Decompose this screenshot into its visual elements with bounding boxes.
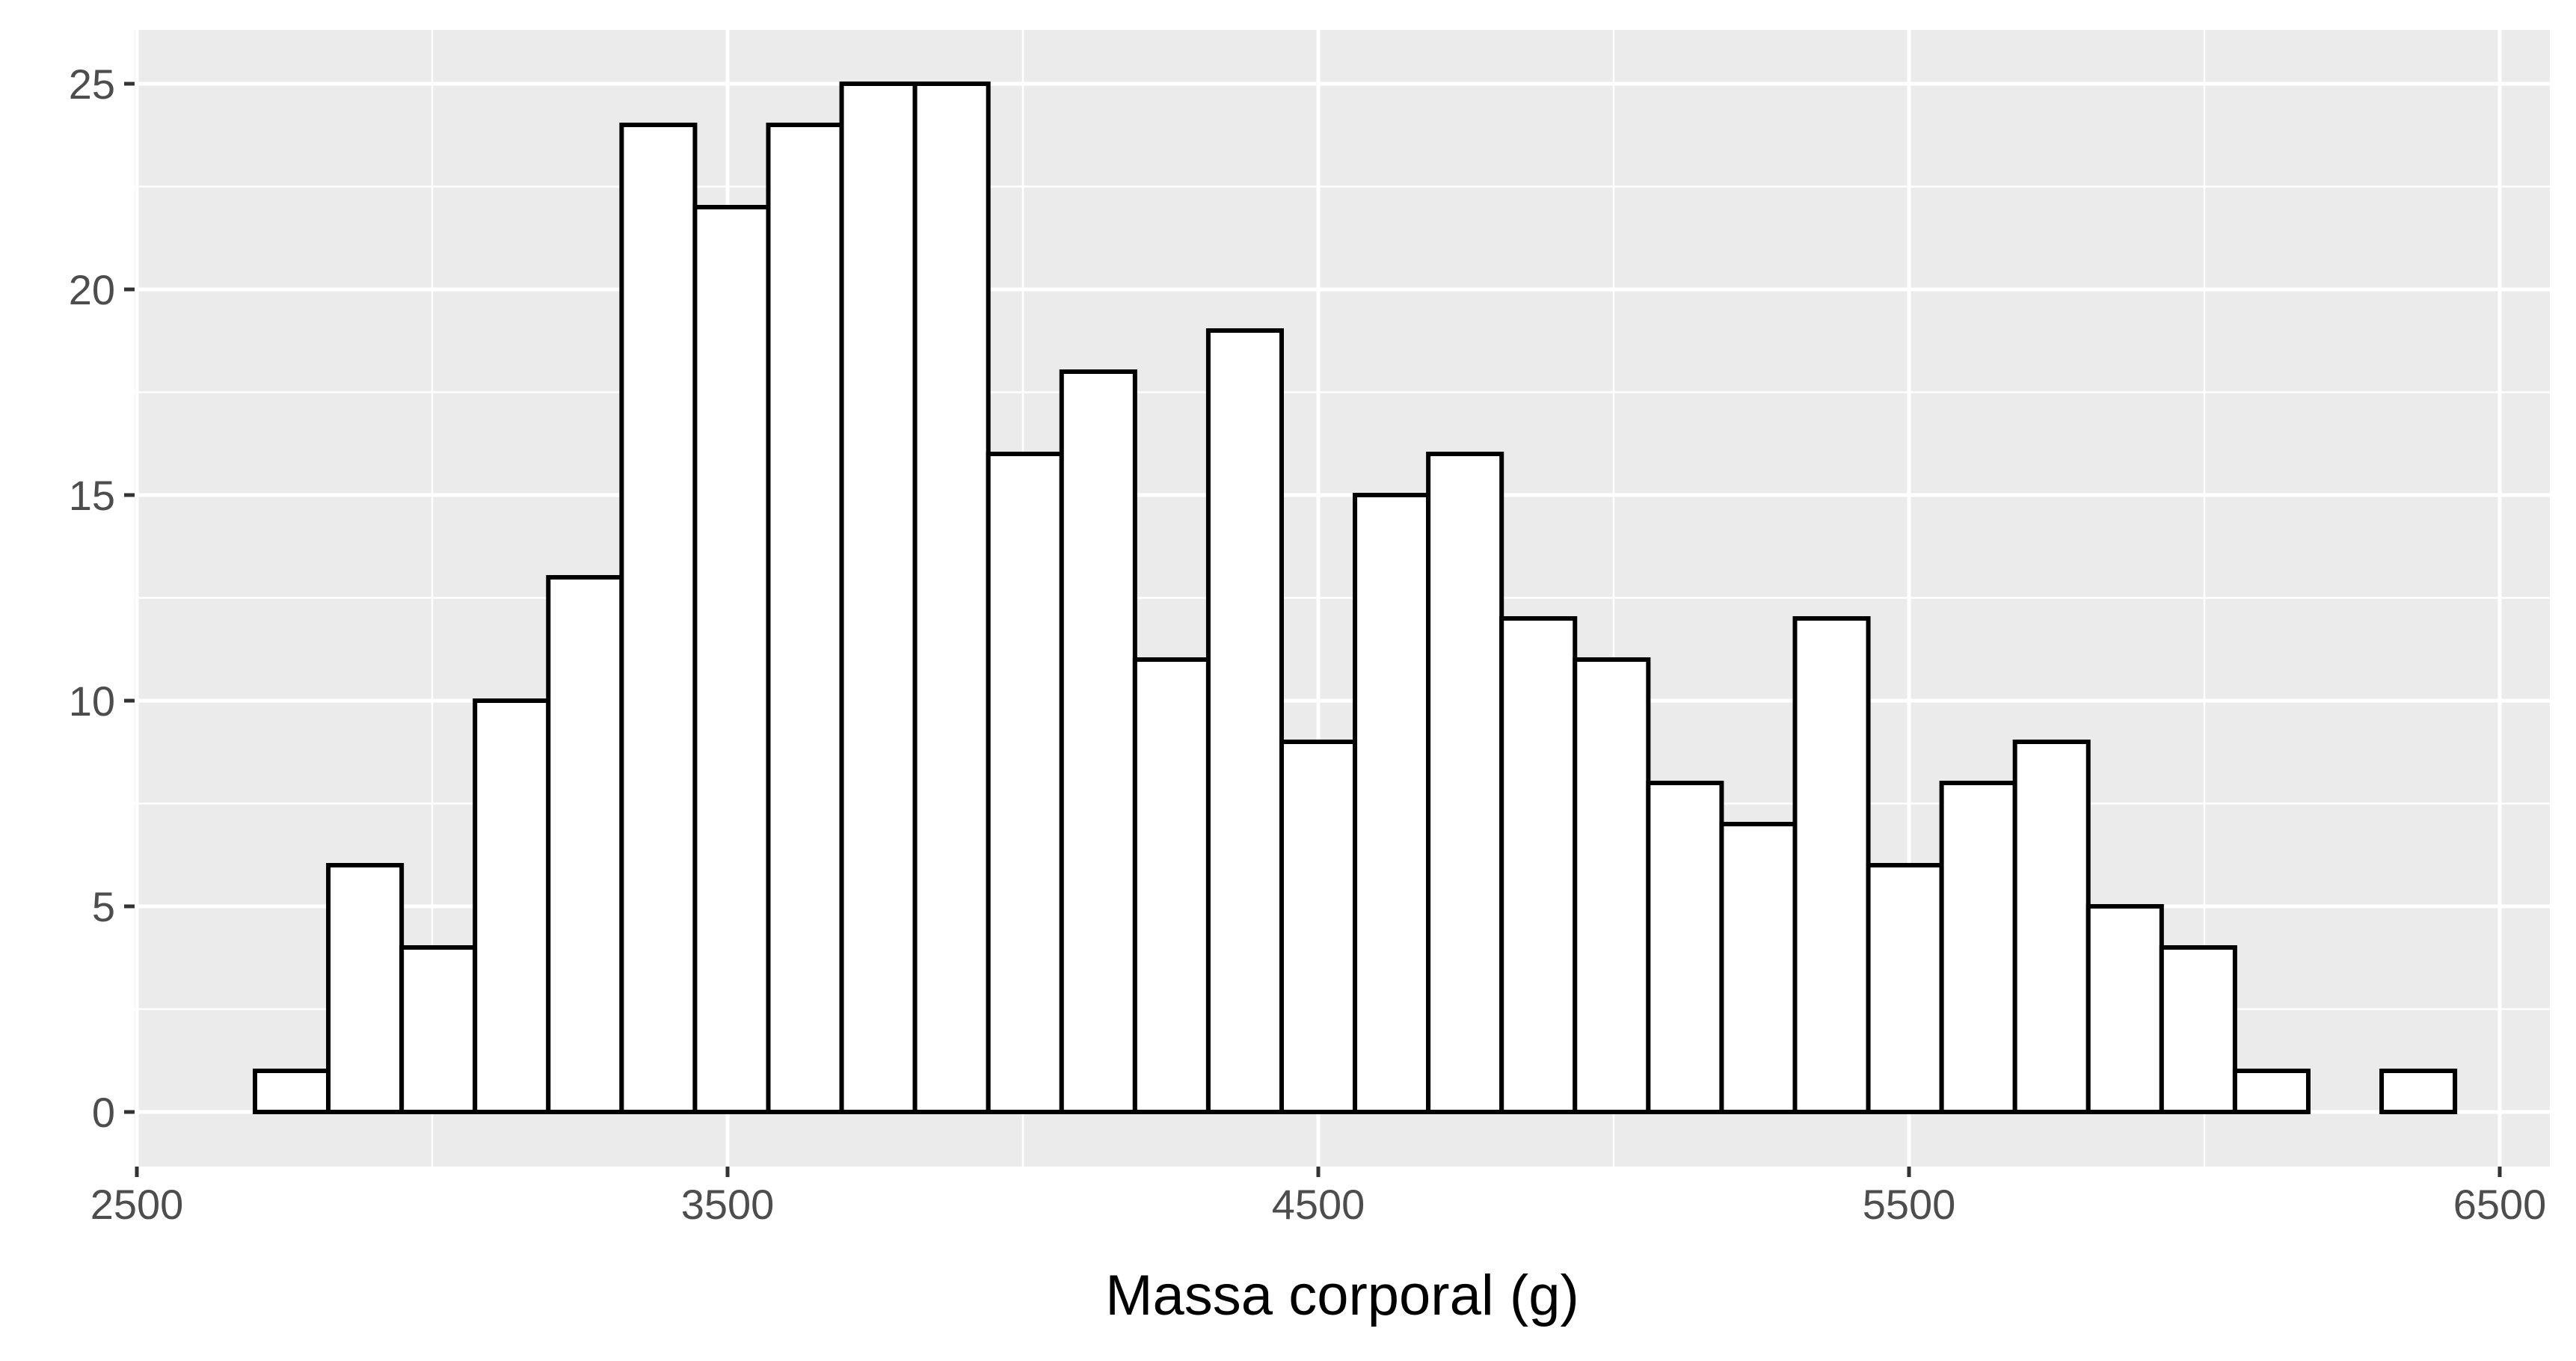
histogram-bar — [2085, 904, 2164, 1114]
histogram-bar — [1205, 328, 1284, 1114]
histogram-bar — [986, 452, 1064, 1114]
histogram-bar — [2379, 1069, 2458, 1114]
histogram-bar — [692, 205, 771, 1114]
histogram-bars — [253, 82, 2458, 1114]
y-tick-label: 20 — [69, 266, 115, 313]
histogram-bar — [1939, 781, 2017, 1114]
x-tick-label: 2500 — [90, 1181, 184, 1228]
histogram-bar — [1499, 616, 1578, 1114]
histogram-bar — [912, 82, 991, 1114]
histogram-bar — [1792, 616, 1871, 1114]
histogram-bar — [2012, 740, 2091, 1114]
y-tick-label: 15 — [69, 472, 115, 519]
histogram-bar — [473, 698, 551, 1114]
histogram-bar — [1059, 369, 1137, 1114]
histogram-bar — [1646, 781, 1724, 1114]
histogram-bar — [766, 123, 844, 1114]
histogram-bar — [1132, 657, 1211, 1114]
y-tick-label: 5 — [92, 883, 115, 930]
x-axis-title: Massa corporal (g) — [1105, 1264, 1579, 1327]
histogram-bar — [326, 863, 405, 1114]
histogram-bar — [1279, 740, 1358, 1114]
histogram-bar — [253, 1069, 331, 1114]
y-axis: 0 5 10 15 20 25 — [69, 61, 135, 1136]
histogram-bar — [2232, 1069, 2311, 1114]
histogram-bar — [1426, 452, 1504, 1114]
x-axis: 2500 3500 4500 5500 6500 — [90, 1167, 2547, 1228]
histogram-bar — [1719, 822, 1798, 1114]
histogram-bar — [1866, 863, 1944, 1114]
histogram-bar — [399, 945, 478, 1114]
x-tick-label: 4500 — [1272, 1181, 1365, 1228]
histogram-bar — [839, 82, 917, 1114]
x-tick-label: 5500 — [1863, 1181, 1956, 1228]
y-tick-label: 10 — [69, 678, 115, 725]
y-tick-label: 25 — [69, 61, 115, 108]
histogram-bar — [1353, 493, 1431, 1114]
histogram-bar — [2159, 945, 2237, 1114]
histogram-bar — [546, 575, 624, 1114]
histogram-bar — [1573, 657, 1651, 1114]
x-tick-label: 6500 — [2453, 1181, 2547, 1228]
y-tick-label: 0 — [92, 1089, 115, 1136]
x-tick-label: 3500 — [681, 1181, 775, 1228]
histogram-bar — [619, 123, 698, 1114]
